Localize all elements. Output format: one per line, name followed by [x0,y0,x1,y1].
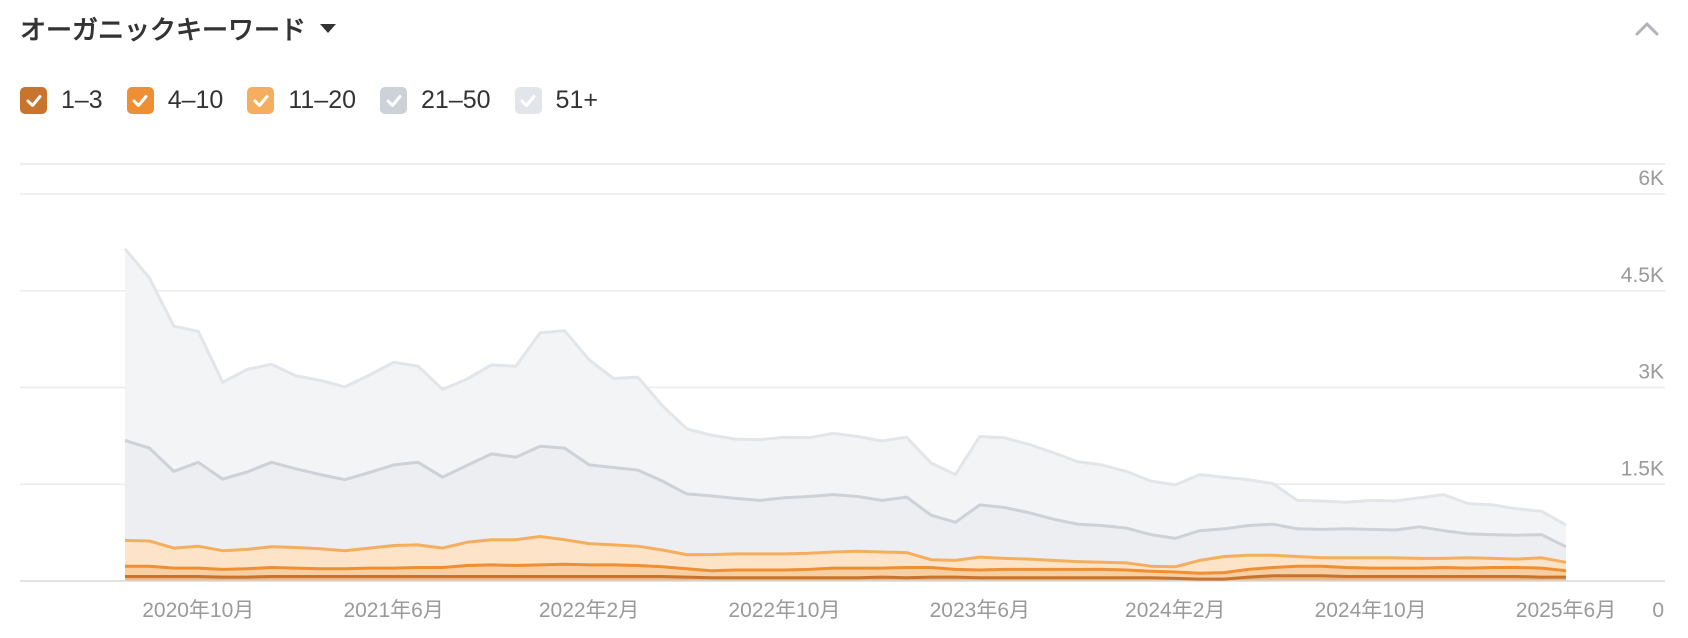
legend-label: 51+ [555,86,598,114]
legend-label: 1–3 [61,86,103,114]
series-line-11–20 [124,535,1567,569]
series-line-4–10 [125,562,1567,575]
y-tick-label: 3K [1638,361,1664,384]
x-tick-label: 2024年2月 [1125,599,1225,622]
checkbox-11-20[interactable] [247,87,275,114]
caret-down-icon[interactable] [320,23,337,33]
checkbox-1-3[interactable] [20,87,47,114]
checkbox-4-10[interactable] [126,87,154,114]
x-tick-label: 2021年6月 [343,599,443,622]
series-line-21–50 [124,438,1567,549]
checkbox-51-plus[interactable] [514,87,542,114]
legend-label: 11–20 [288,86,357,114]
y-tick-label: 4.5K [1621,264,1664,287]
legend-item-21-50[interactable]: 21–50 [380,86,491,115]
area-21–50 [125,440,1566,567]
x-tick-label: 2025年6月 [1516,599,1616,622]
checkbox-21-50[interactable] [380,87,408,114]
legend-label: 4–10 [167,86,224,114]
y-tick-label: 1.5K [1621,457,1664,480]
checkmark-icon [386,94,402,107]
checkmark-icon [132,94,148,107]
checkmark-icon [26,94,41,107]
x-tick-label: 2024年10月 [1315,599,1427,622]
chevron-up-icon-svg [1635,22,1659,36]
area-51+ [125,248,1566,547]
series-line-51+ [123,247,1567,527]
x-tick-label: 2022年2月 [539,599,639,622]
legend-item-11-20[interactable]: 11–20 [247,86,356,115]
legend-item-1-3[interactable]: 1–3 [20,86,103,115]
legend-item-51-plus[interactable]: 51+ [514,86,598,115]
chart-title: オーガニックキーワード [20,15,307,46]
legend-label: 21–50 [421,86,491,114]
legend-item-4-10[interactable]: 4–10 [126,86,224,115]
x-tick-label: 2022年10月 [728,599,840,622]
y-tick-label: 0 [1652,599,1664,622]
chevron-up-icon[interactable] [1634,16,1660,42]
x-tick-label: 2023年6月 [930,599,1030,622]
chart-header: オーガニックキーワード [20,10,337,46]
x-tick-label: 2020年10月 [142,599,254,622]
checkmark-icon [520,94,536,107]
checkmark-icon [253,94,269,107]
series-line-1–3 [125,574,1566,581]
legend: 1–3 4–10 11–20 21–50 51+ [20,86,622,115]
y-tick-label: 6K [1638,167,1664,190]
